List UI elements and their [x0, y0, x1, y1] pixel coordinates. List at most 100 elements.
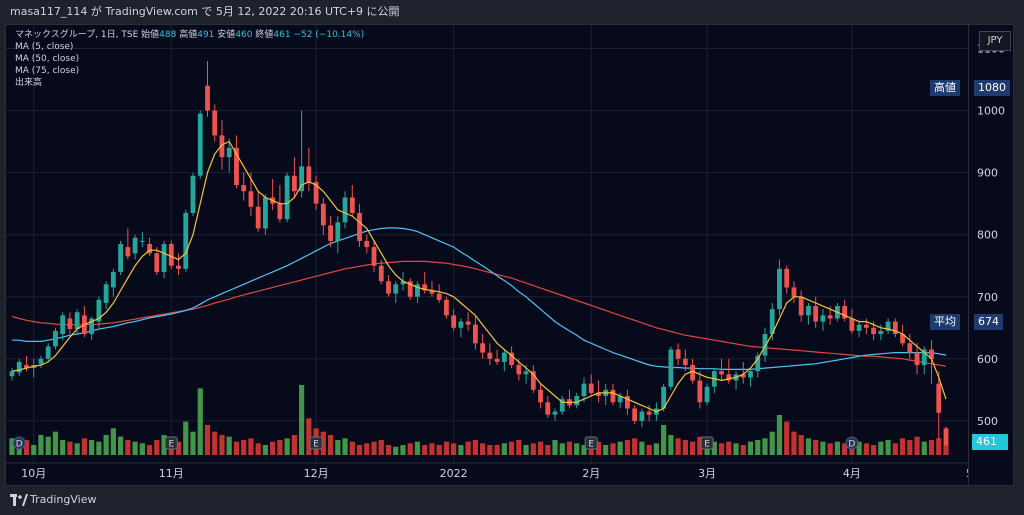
- volume-bar: [682, 440, 688, 455]
- candle-body: [936, 383, 942, 413]
- time-axis-label: 3月: [698, 467, 716, 480]
- earnings-marker-icon: [584, 436, 598, 450]
- volume-bar: [31, 445, 37, 455]
- volume-bar: [842, 443, 848, 455]
- volume-bar: [204, 425, 211, 455]
- volume-bar: [936, 438, 942, 455]
- candle-body: [820, 315, 826, 322]
- volume-bar: [262, 445, 269, 455]
- volume-bar: [863, 443, 869, 455]
- volume-bar: [277, 440, 283, 455]
- volume-bar: [378, 440, 384, 455]
- volume-bar: [798, 435, 804, 455]
- volume-bar: [907, 440, 913, 455]
- candle-body: [487, 352, 493, 359]
- volume-bar: [545, 445, 551, 455]
- candle-body: [357, 212, 362, 241]
- volume-bar: [805, 438, 812, 455]
- last-price-tag: 461: [972, 434, 1008, 450]
- volume-bar: [472, 440, 478, 455]
- volume-bar: [914, 436, 920, 455]
- chart-panel[interactable]: マネックスグループ, 1日, TSE 始値488 高値491 安値460 終値4…: [5, 24, 1014, 486]
- volume-bar: [624, 440, 631, 455]
- earnings-marker-icon: [309, 436, 323, 450]
- volume-bar: [407, 443, 413, 455]
- volume-bar: [487, 445, 493, 455]
- event-marker-label: E: [704, 440, 710, 450]
- volume-bar: [320, 431, 326, 455]
- volume-bar: [791, 431, 797, 455]
- volume-bar: [422, 445, 428, 455]
- candle-body: [422, 284, 428, 291]
- footer-bar: TradingView: [0, 486, 1024, 515]
- volume-bar: [190, 431, 196, 455]
- candle-body: [791, 287, 797, 297]
- volume-bar: [233, 441, 240, 455]
- candle-body: [784, 268, 790, 288]
- candle-body: [806, 306, 811, 316]
- volume-bar: [769, 431, 775, 455]
- volume-bar: [776, 415, 783, 455]
- volume-bar: [870, 445, 877, 455]
- candle-body: [632, 408, 638, 421]
- candle-body: [501, 352, 507, 362]
- volume-bar: [385, 445, 392, 455]
- candle-body: [407, 281, 413, 297]
- volume-bar: [443, 441, 450, 455]
- volume-bar: [393, 446, 399, 455]
- legend-ma75[interactable]: MA (75, close): [15, 66, 80, 76]
- volume-bar: [400, 445, 406, 455]
- candle-body: [24, 365, 29, 369]
- volume-bar: [697, 436, 703, 455]
- candle-body: [190, 175, 196, 213]
- legend-ma50[interactable]: MA (50, close): [15, 54, 80, 64]
- volume-bar: [856, 441, 862, 455]
- footer-brand[interactable]: TradingView: [30, 493, 97, 506]
- candle-body: [342, 197, 348, 223]
- volume-bar: [291, 435, 297, 455]
- volume-bar: [458, 445, 464, 455]
- volume-bar: [675, 438, 681, 455]
- volume-bar: [364, 443, 370, 455]
- candle-body: [769, 309, 775, 334]
- price-axis-label: 600: [977, 353, 998, 366]
- volume-bar: [885, 440, 891, 455]
- candle-body: [516, 365, 522, 375]
- price-axis-label: 900: [977, 167, 998, 180]
- legend-high-label: 高値: [179, 30, 198, 40]
- legend-ma5[interactable]: MA (5, close): [15, 42, 74, 52]
- candle-body: [183, 212, 189, 269]
- candle-body: [921, 349, 927, 366]
- attribution-bar: masa117_114 が TradingView.com で 5月 12, 2…: [0, 0, 1024, 24]
- volume-bar: [81, 438, 88, 455]
- candle-body: [320, 203, 326, 226]
- volume-bar: [270, 441, 276, 455]
- candle-body: [682, 358, 688, 366]
- candle-body: [777, 268, 782, 310]
- candle-body: [168, 244, 174, 266]
- volume-bar: [74, 443, 80, 455]
- volume-bar: [9, 438, 15, 455]
- candle-body: [509, 352, 514, 366]
- candle-body: [610, 389, 616, 403]
- legend-symbol[interactable]: マネックスグループ, 1日, TSE: [15, 30, 139, 40]
- candle-body: [74, 312, 80, 330]
- volume-bar: [226, 436, 232, 455]
- event-marker-label: D: [848, 440, 855, 450]
- price-plot[interactable]: DEEEEDE10月11月12月20222月3月4月5月: [6, 25, 968, 485]
- volume-bar: [306, 418, 312, 455]
- volume-bar: [480, 443, 486, 455]
- candle-body: [726, 374, 732, 381]
- volume-bar: [595, 441, 602, 455]
- volume-bar: [718, 443, 725, 455]
- volume-bar: [161, 435, 167, 455]
- volume-bar: [813, 440, 819, 455]
- legend-volume[interactable]: 出来高: [15, 78, 43, 88]
- candle-body: [371, 247, 377, 266]
- volume-bar: [371, 441, 377, 455]
- candle-body: [545, 402, 551, 415]
- volume-bar: [610, 443, 616, 455]
- volume-bar: [501, 443, 507, 455]
- currency-button[interactable]: JPY: [979, 31, 1011, 51]
- volume-bar: [516, 440, 522, 455]
